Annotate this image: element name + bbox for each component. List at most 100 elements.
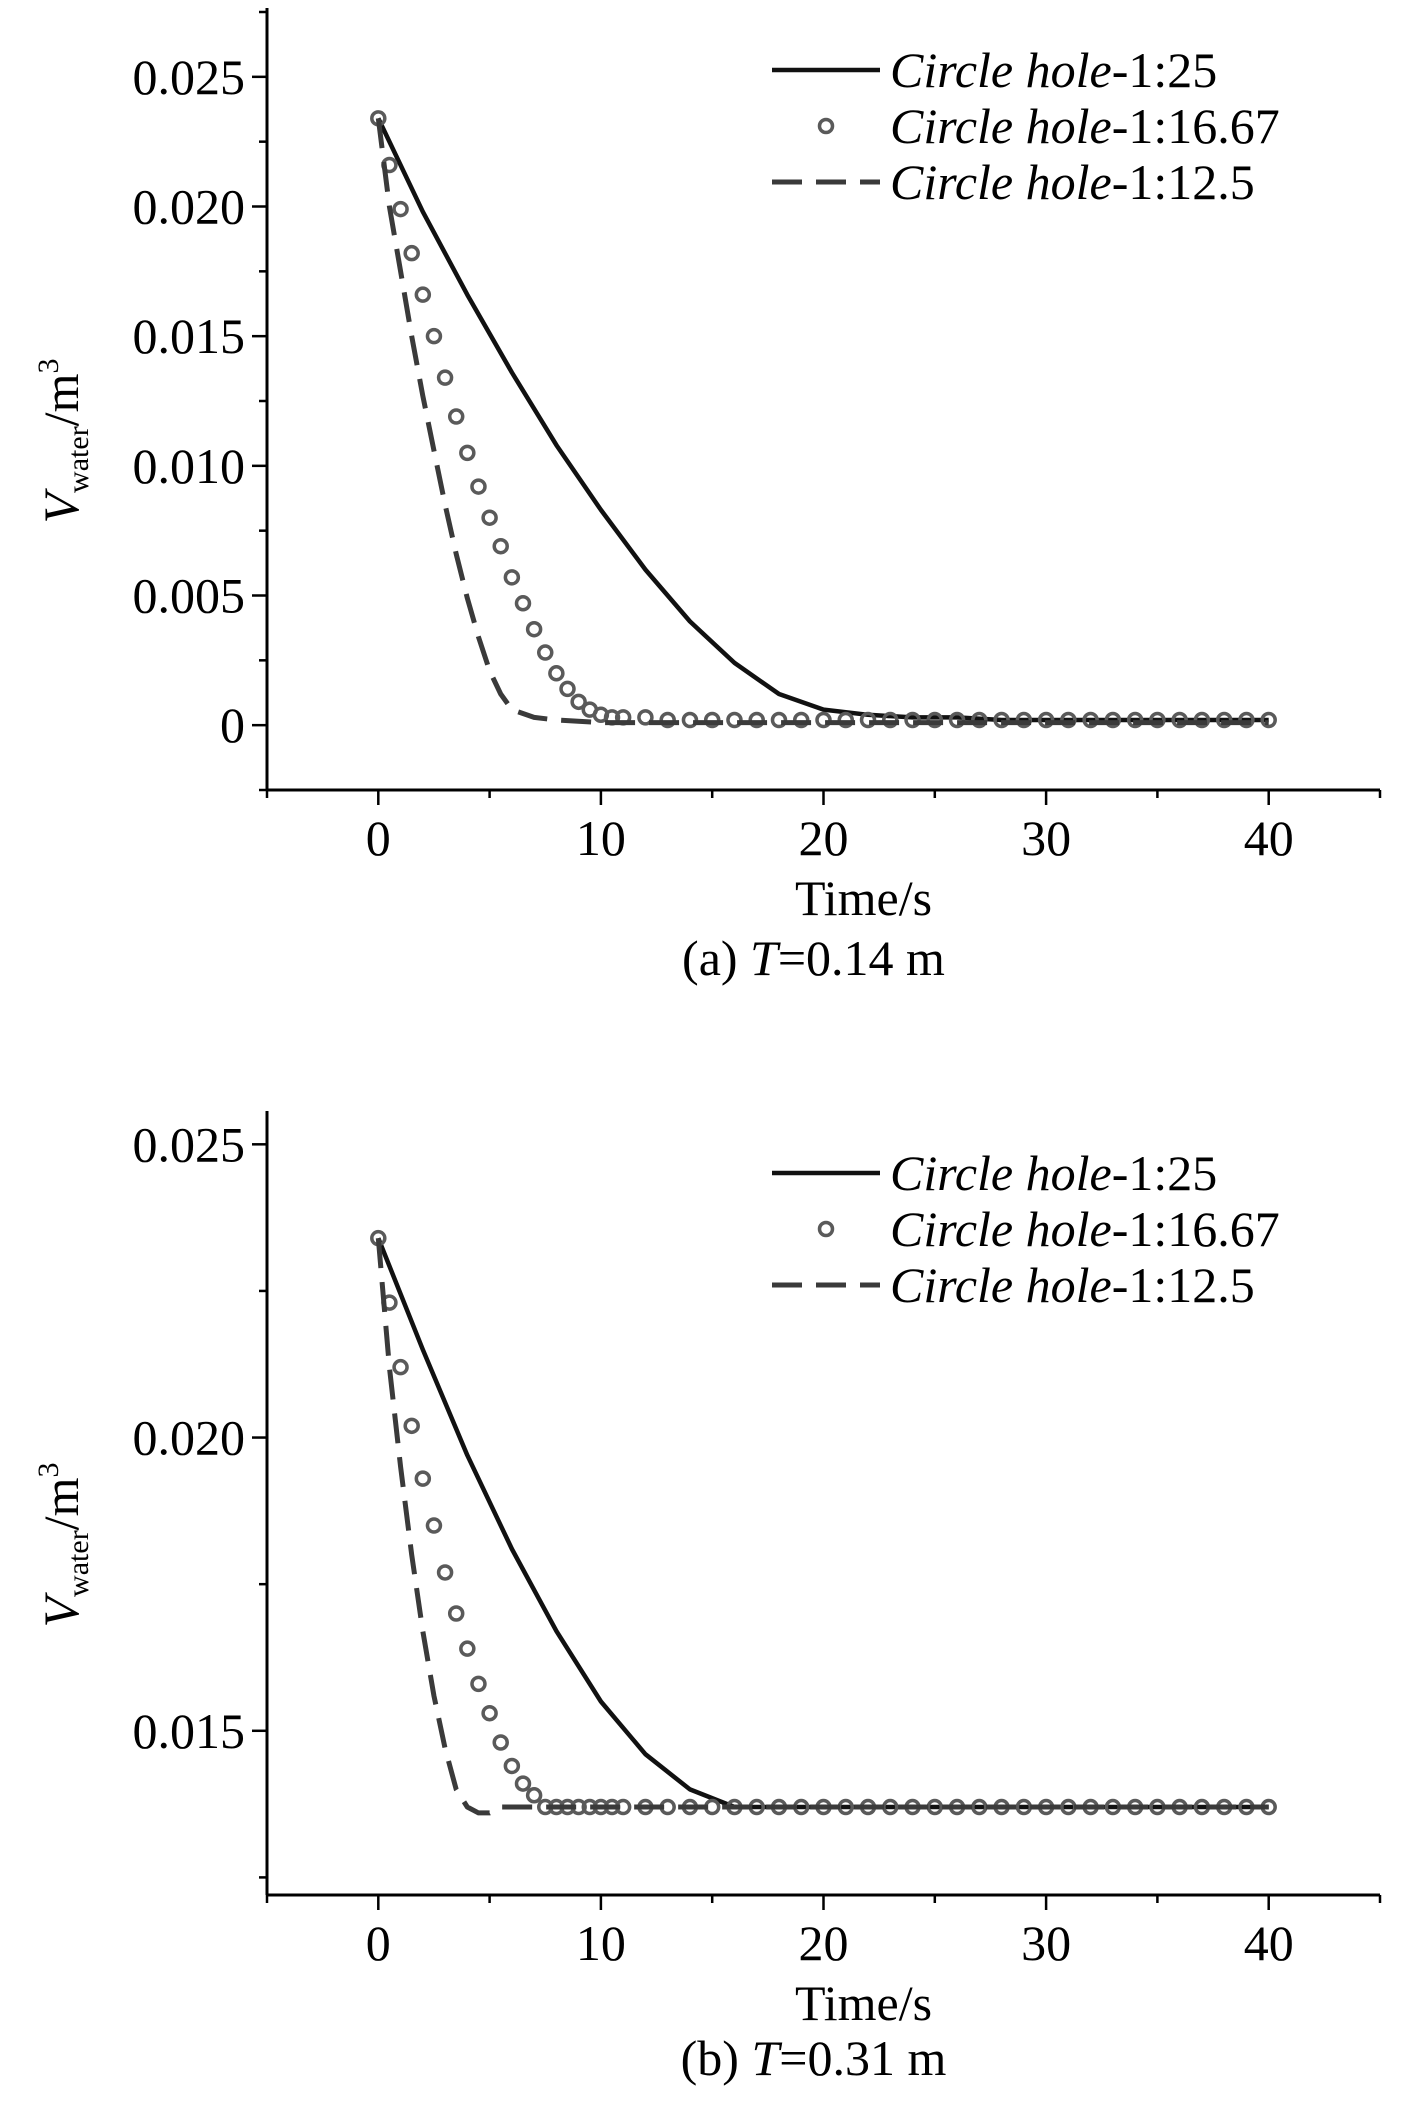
series-2-marker	[792, 711, 810, 729]
caption-variable: T	[751, 2030, 782, 2086]
series-2-marker	[492, 1734, 509, 1751]
y-axis-title: Vwater/m3	[32, 359, 95, 524]
legend-label-suffix: -1:12.5	[1112, 154, 1255, 210]
y-axis-title-subscript: water	[62, 1530, 95, 1597]
y-tick-label: 0.015	[133, 1703, 246, 1759]
series-2-marker	[703, 711, 721, 729]
series-2-marker	[481, 1704, 498, 1722]
series-2-marker	[525, 1787, 543, 1804]
series-2-marker	[392, 200, 409, 218]
series-2-marker	[1082, 711, 1099, 729]
series-2-marker	[681, 711, 699, 729]
legend-swatch-circle	[817, 1220, 835, 1238]
series-2-marker	[414, 286, 432, 303]
y-tick-label: 0.025	[133, 1116, 246, 1172]
y-tick-label: 0.020	[133, 179, 246, 235]
series-2-marker	[403, 1417, 420, 1435]
series-2-marker	[926, 1798, 944, 1816]
legend-label-1: Circle hole-1:25	[890, 42, 1217, 98]
legend-label-italic: Circle hole	[890, 42, 1112, 98]
series-2-marker	[1215, 711, 1233, 729]
legend-swatch-circle	[817, 117, 835, 135]
series-2-marker	[637, 709, 654, 726]
y-tick-label: 0.025	[133, 49, 246, 105]
series-2-marker	[748, 711, 765, 729]
y-tick-label: 0.010	[133, 438, 246, 494]
series-2-marker	[481, 509, 498, 526]
series-2-marker	[1060, 711, 1077, 729]
series-2-marker	[1238, 711, 1255, 729]
series-2-marker	[414, 1470, 432, 1487]
x-axis-title: Time/s	[795, 1975, 932, 2031]
series-2-marker	[425, 327, 443, 345]
series-3-line	[375, 1237, 1269, 1816]
legend-label-italic: Circle hole	[890, 1145, 1112, 1201]
y-tick-label: 0	[220, 697, 245, 753]
series-2-marker	[1126, 711, 1144, 729]
y-axis-title: Vwater/m3	[32, 1463, 95, 1628]
series-2-marker	[470, 478, 487, 495]
x-tick-label: 40	[1244, 810, 1294, 866]
series-2-marker	[537, 644, 554, 661]
legend-label-italic: Circle hole	[890, 154, 1112, 210]
series-3-line	[375, 117, 1269, 726]
legend-label-suffix: -1:16.67	[1112, 1201, 1280, 1257]
y-axis-title-superscript: 3	[32, 359, 65, 374]
caption-variable: T	[750, 930, 781, 986]
series-2-marker	[1037, 711, 1055, 729]
legend-label-italic: Circle hole	[890, 1201, 1112, 1257]
panel-caption: (b) T=0.31 m	[681, 2030, 947, 2086]
series-2-marker	[570, 693, 587, 711]
panel-caption: (a) T=0.14 m	[682, 930, 945, 986]
series-2-marker	[514, 595, 532, 612]
legend-label-2: Circle hole-1:16.67	[890, 98, 1280, 154]
series-2-marker	[859, 711, 877, 729]
legend-label-suffix: -1:12.5	[1112, 1257, 1255, 1313]
y-tick-label: 0.020	[133, 1410, 246, 1466]
series-2-marker	[548, 665, 565, 682]
series-2-marker	[948, 711, 966, 729]
caption-suffix: =0.31 m	[779, 2030, 946, 2086]
y-axis-title-subscript: water	[62, 426, 95, 493]
series-2-marker	[1104, 711, 1122, 729]
y-axis-title-main: V	[33, 1591, 89, 1627]
y-axis-title-unit: /m	[33, 1477, 89, 1530]
series-2-marker	[470, 1675, 487, 1693]
series-2-marker	[815, 711, 832, 729]
series-2-marker	[514, 1775, 532, 1792]
series-2-marker	[503, 1757, 521, 1775]
series-2-marker	[559, 680, 576, 698]
panel-a: 0 10 20 30 40 0 0.005 0.010 0.015 0.020 0.025 Time/…	[32, 8, 1382, 986]
series-2-marker	[1193, 711, 1211, 729]
legend-label-suffix: -1:16.67	[1112, 98, 1280, 154]
x-tick-label: 40	[1244, 1915, 1294, 1971]
series-2-marker	[392, 1358, 409, 1376]
series-2-marker	[1149, 711, 1166, 729]
x-tick-label: 0	[366, 810, 391, 866]
series-2-marker	[425, 1517, 443, 1534]
series-2-marker	[459, 1640, 476, 1657]
series-2-marker	[926, 711, 944, 729]
legend-label-2: Circle hole-1:16.67	[890, 1201, 1280, 1257]
legend-label-3: Circle hole-1:12.5	[890, 154, 1255, 210]
series-2-marker	[447, 408, 465, 425]
series-2-marker	[492, 537, 509, 555]
series-2-marker	[904, 711, 921, 729]
y-tick-label: 0.005	[133, 568, 246, 624]
y-axis-title-main: V	[33, 487, 89, 523]
x-tick-label: 10	[576, 810, 626, 866]
caption-prefix: (b)	[681, 2030, 752, 2086]
x-axis-title: Time/s	[795, 870, 932, 926]
series-2-marker	[659, 711, 676, 729]
series-2-marker	[1171, 711, 1188, 729]
legend-label-suffix: -1:25	[1112, 42, 1218, 98]
caption-suffix: =0.14 m	[778, 930, 945, 986]
series-2-marker	[882, 711, 899, 729]
series-2-marker	[1260, 711, 1277, 729]
series-2-marker	[837, 711, 855, 729]
legend-label-italic: Circle hole	[890, 98, 1112, 154]
x-tick-label: 30	[1021, 810, 1071, 866]
series-2-marker	[447, 1605, 465, 1622]
